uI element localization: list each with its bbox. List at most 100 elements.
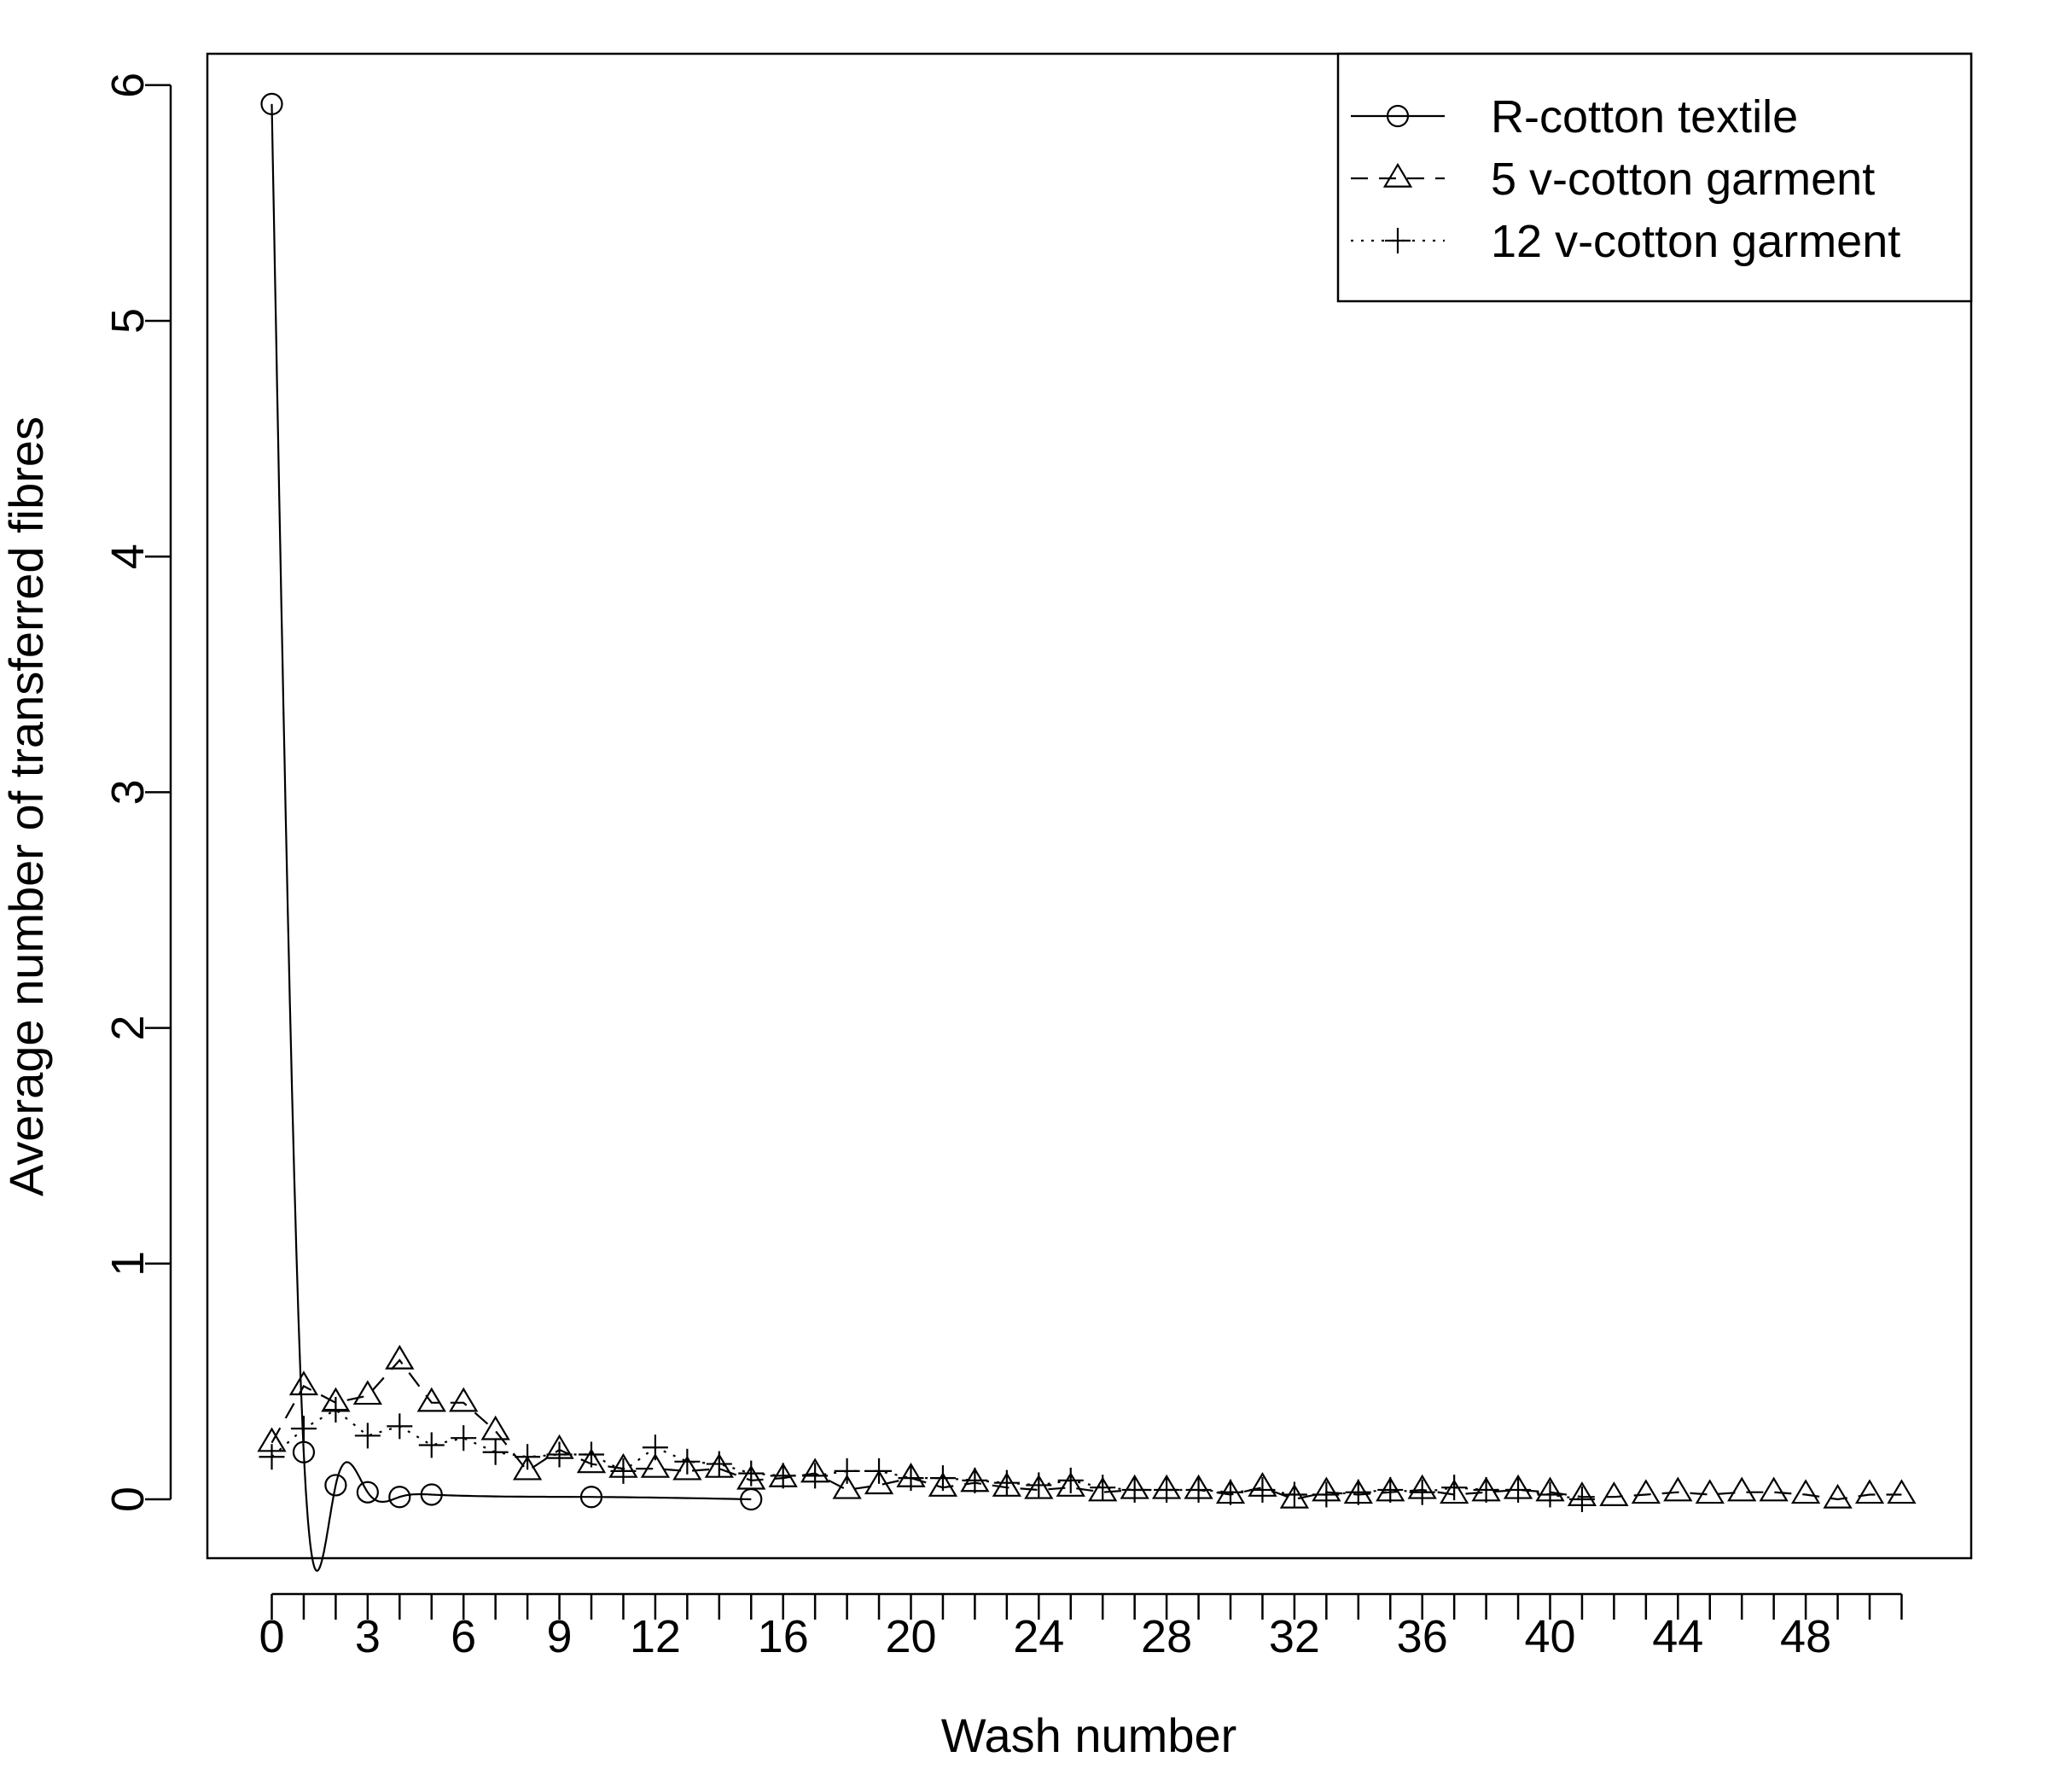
triangle-marker [1279,1483,1310,1509]
plus-marker [579,1441,604,1468]
triangle-marker [704,1452,734,1478]
triangle-marker [1854,1479,1885,1504]
circle-marker [292,1440,316,1463]
triangle-marker [449,1387,479,1412]
x-tick-label: 28 [1141,1611,1192,1662]
legend-label: 12 v-cotton garment [1491,216,1900,267]
triangle-marker [672,1455,702,1481]
plus-marker [706,1451,732,1477]
plus-marker [1249,1476,1276,1503]
plus-marker [1377,1476,1404,1503]
y-tick-label: 5 [102,308,154,334]
plus-marker [1121,1476,1148,1503]
circle-marker [1386,104,1410,128]
plus-marker [1505,1476,1532,1503]
y-tick-label: 1 [102,1251,154,1277]
plus-marker [898,1465,924,1492]
x-axis-label: Wash number [941,1708,1237,1762]
x-tick-label: 24 [1013,1611,1064,1662]
plus-marker [1537,1481,1563,1508]
triangle-marker [928,1472,958,1497]
plus-marker [546,1441,573,1468]
triangle-marker [288,1370,319,1396]
y-tick-label: 6 [102,73,154,98]
x-tick-label: 44 [1652,1611,1703,1662]
plus-marker [674,1448,701,1475]
plus-marker [834,1457,860,1484]
plus-marker [290,1416,317,1442]
plus-marker [1385,228,1411,253]
triangle-marker [352,1380,382,1405]
triangle-marker [480,1415,510,1440]
triangle-marker [385,1344,415,1370]
plus-marker [387,1413,413,1440]
plus-marker [1090,1475,1116,1501]
plus-marker [515,1444,541,1470]
triangle-marker [1631,1479,1661,1504]
circle-marker [356,1481,379,1504]
plus-marker [1026,1472,1052,1498]
plus-marker [610,1457,637,1484]
circle-marker [260,92,283,115]
series-line [271,1359,1902,1501]
triangle-marker [832,1474,862,1499]
plus-marker [1313,1481,1340,1508]
y-tick-label: 2 [102,1015,154,1041]
series-triangle [257,1344,1917,1509]
series-plus [259,1397,1595,1512]
plus-marker [451,1425,477,1452]
plus-marker [418,1432,445,1458]
plus-marker [1154,1476,1180,1503]
legend-label: R-cotton textile [1491,91,1798,143]
series-line [271,103,752,1572]
x-tick-label: 0 [259,1611,284,1662]
plus-marker [1473,1476,1499,1503]
triangle-marker [1599,1481,1629,1506]
plus-marker [1409,1479,1435,1505]
triangle-marker [1823,1483,1853,1509]
legend-label: 5 v-cotton garment [1491,154,1875,205]
plus-marker [1281,1481,1307,1508]
circle-marker [324,1474,347,1497]
circle-marker [420,1483,443,1506]
plot-frame [206,52,1973,1560]
y-tick-label: 3 [102,779,154,805]
x-tick-label: 6 [451,1611,476,1662]
plus-marker [1568,1487,1595,1512]
plus-marker [929,1465,956,1492]
plus-marker [738,1460,765,1487]
triangle-marker [576,1448,607,1474]
x-tick-label: 9 [547,1611,573,1662]
plus-marker [1218,1479,1243,1505]
x-tick-label: 20 [885,1611,936,1662]
triangle-marker [512,1455,543,1481]
triangle-marker [1382,162,1413,188]
plus-marker [993,1469,1020,1496]
x-tick-label: 40 [1524,1611,1575,1662]
triangle-marker [1727,1476,1757,1502]
triangle-marker [1759,1476,1789,1502]
plus-marker [1441,1475,1468,1501]
x-tick-label: 16 [758,1611,809,1662]
triangle-marker [1440,1479,1469,1504]
x-tick-label: 48 [1780,1611,1831,1662]
triangle-marker [1663,1476,1693,1502]
triangle-marker [1695,1479,1725,1504]
series-area [257,92,1917,1572]
series-circle [260,92,763,1572]
x-tick-label: 12 [630,1611,681,1662]
plus-marker [1345,1479,1371,1505]
triangle-marker [736,1464,766,1490]
triangle-marker [1056,1472,1085,1497]
x-tick-label: 3 [355,1611,381,1662]
triangle-marker [416,1387,446,1412]
plus-marker [962,1467,988,1493]
triangle-marker [864,1469,894,1495]
y-tick-label: 0 [102,1487,154,1512]
plus-marker [802,1463,829,1489]
triangle-marker [992,1472,1021,1497]
triangle-marker [640,1452,671,1478]
triangle-marker [1790,1479,1821,1504]
